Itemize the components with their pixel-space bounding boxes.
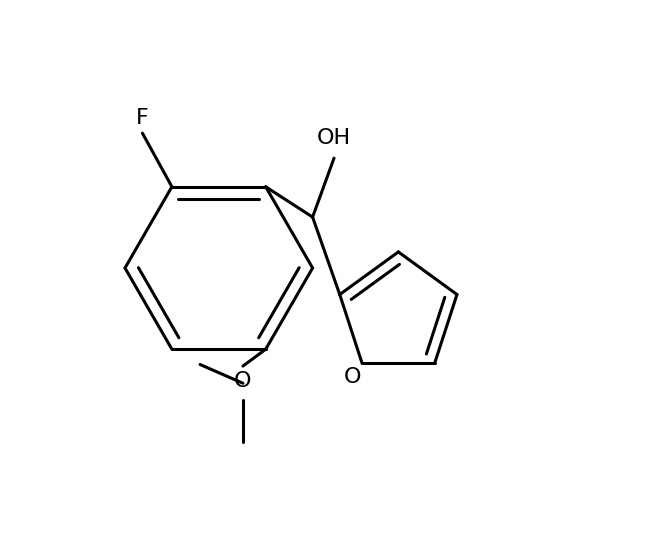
Text: O: O — [234, 371, 252, 391]
Text: F: F — [136, 108, 149, 128]
Text: OH: OH — [317, 128, 351, 148]
Text: O: O — [344, 367, 361, 387]
